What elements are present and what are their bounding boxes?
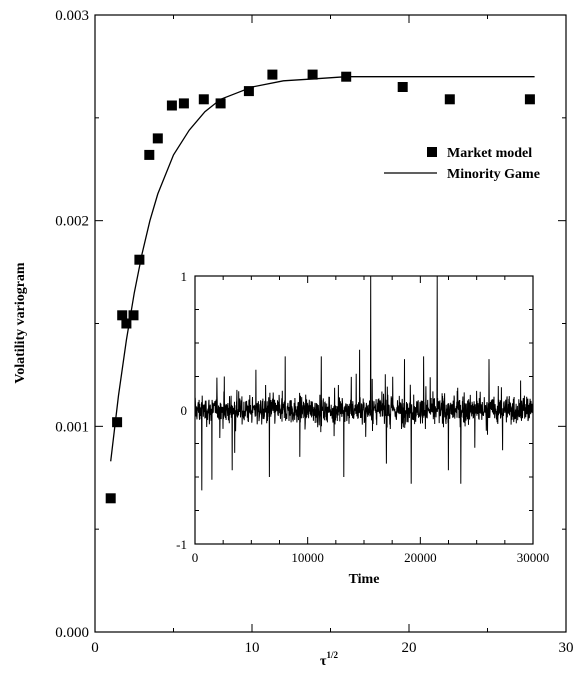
market-model-point <box>144 149 155 160</box>
legend-marker-market-model <box>427 147 437 157</box>
market-model-point <box>444 94 455 105</box>
legend: Market model Minority Game <box>384 146 540 182</box>
market-model-point <box>134 254 145 265</box>
market-model-point <box>105 493 116 504</box>
inset-time-series-line <box>194 275 534 491</box>
inset-x-tick-label: 20000 <box>404 550 437 565</box>
market-model-point <box>307 69 318 80</box>
legend-label-market-model: Market model <box>447 146 532 161</box>
inset-axis-tick-labels: 0 10000 20000 30000 -1 0 1 <box>176 269 549 565</box>
x-tick-label: 10 <box>245 640 260 656</box>
inset-y-tick-label: 0 <box>181 403 188 418</box>
market-model-points <box>105 69 535 504</box>
x-tick-label: 0 <box>91 640 99 656</box>
market-model-point <box>341 71 352 82</box>
inset-x-axis-title: Time <box>349 572 380 587</box>
inset-x-tick-label: 0 <box>192 550 199 565</box>
y-tick-label: 0.001 <box>55 419 89 435</box>
inset-axis-ticks <box>194 275 534 545</box>
x-tick-label: 20 <box>402 640 417 656</box>
y-tick-label: 0.002 <box>55 214 89 230</box>
y-tick-label: 0.000 <box>55 625 89 641</box>
legend-label-minority-game: Minority Game <box>447 167 540 182</box>
main-axis-ticks <box>94 14 567 633</box>
market-model-point <box>198 94 209 105</box>
inset-y-tick-label: 1 <box>181 269 188 284</box>
x-axis-title-base: τ <box>320 654 327 669</box>
x-axis-title-superscript: 1/2 <box>326 650 338 660</box>
market-model-point <box>121 318 132 329</box>
market-model-point <box>243 86 254 97</box>
market-model-point <box>117 310 128 321</box>
market-model-point <box>128 310 139 321</box>
minority-game-line <box>110 76 535 462</box>
inset-y-tick-label: -1 <box>176 537 187 552</box>
y-axis-title: Volatility variogram <box>13 262 28 384</box>
market-model-point <box>178 98 189 109</box>
inset-chart: 0 10000 20000 30000 -1 0 1 Time <box>176 269 549 587</box>
market-model-point <box>166 100 177 111</box>
x-tick-label: 30 <box>559 640 574 656</box>
market-model-point <box>112 417 123 428</box>
market-model-point <box>215 98 226 109</box>
market-model-point <box>524 94 535 105</box>
inset-x-tick-label: 10000 <box>291 550 324 565</box>
inset-x-tick-label: 30000 <box>517 550 550 565</box>
x-axis-title: τ1/2 <box>320 650 338 669</box>
market-model-point <box>397 82 408 92</box>
y-tick-label: 0.003 <box>55 8 89 24</box>
market-model-point <box>267 69 278 80</box>
market-model-point <box>152 133 163 144</box>
